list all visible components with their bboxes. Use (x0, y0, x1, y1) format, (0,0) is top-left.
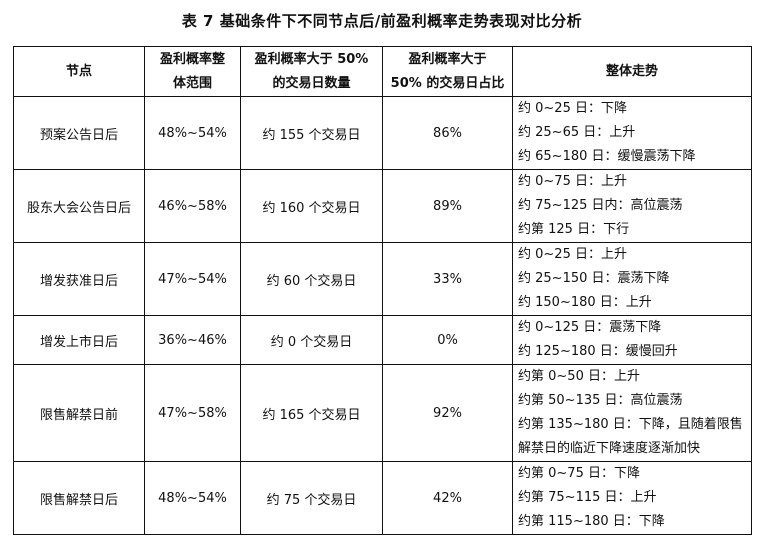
header-ratio: 盈利概率大于 50% 的交易日占比 (382, 46, 513, 97)
days-cell: 约 75 个交易日 (240, 461, 383, 535)
range-cell: 48%~54% (144, 461, 241, 535)
trend-line: 约 0~25 日：上升 (518, 247, 627, 262)
trend-line: 约第 135~180 日：下降，且随着限售解禁日的临近下降速度逐渐加快 (518, 417, 743, 456)
trend-cell: 约第 0~75 日：下降 约第 75~115 日：上升 约第 115~180 日… (512, 461, 752, 535)
trend-cell: 约第 0~50 日：上升 约第 50~135 日：高位震荡 约第 135~180… (512, 364, 752, 462)
table-row: 限售解禁日前 47%~58% 约 165 个交易日 92% 约第 0~50 日：… (13, 364, 752, 462)
range-cell: 47%~58% (144, 364, 241, 462)
trend-line: 约 0~75 日：上升 (518, 174, 627, 189)
range-cell: 48%~54% (144, 96, 241, 170)
table-row: 增发上市日后 36%~46% 约 0 个交易日 0% 约 0~125 日：震荡下… (13, 315, 752, 365)
trend-cell: 约 0~75 日：上升 约 75~125 日内：高位震荡 约第 125 日：下行 (512, 169, 752, 243)
trend-line: 约 0~25 日：下降 (518, 101, 627, 116)
days-cell: 约 165 个交易日 (240, 364, 383, 462)
ratio-cell: 86% (382, 96, 513, 170)
range-cell: 36%~46% (144, 315, 241, 365)
ratio-cell: 33% (382, 242, 513, 316)
ratio-cell: 0% (382, 315, 513, 365)
header-row: 节点 盈利概率整 体范围 盈利概率大于 50% 的交易日数量 盈利概率大于 50… (13, 46, 752, 97)
node-cell: 增发上市日后 (13, 315, 145, 365)
node-cell: 增发获准日后 (13, 242, 145, 316)
trend-cell: 约 0~25 日：上升 约 25~150 日：震荡下降 约 150~180 日：… (512, 242, 752, 316)
node-cell: 限售解禁日后 (13, 461, 145, 535)
trend-cell: 约 0~125 日：震荡下降 约 125~180 日：缓慢回升 (512, 315, 752, 365)
comparison-table: 节点 盈利概率整 体范围 盈利概率大于 50% 的交易日数量 盈利概率大于 50… (13, 46, 752, 535)
trend-line: 约第 75~115 日：上升 (518, 490, 657, 505)
days-cell: 约 160 个交易日 (240, 169, 383, 243)
trend-line: 约 25~150 日：震荡下降 (518, 271, 670, 286)
table-row: 增发获准日后 47%~54% 约 60 个交易日 33% 约 0~25 日：上升… (13, 242, 752, 316)
table-row: 限售解禁日后 48%~54% 约 75 个交易日 42% 约第 0~75 日：下… (13, 461, 752, 535)
ratio-cell: 89% (382, 169, 513, 243)
trend-line: 约第 0~50 日：上升 (518, 369, 640, 384)
trend-line: 约 25~65 日：上升 (518, 125, 636, 140)
days-cell: 约 155 个交易日 (240, 96, 383, 170)
header-days: 盈利概率大于 50% 的交易日数量 (240, 46, 383, 97)
trend-line: 约第 125 日：下行 (518, 222, 630, 237)
trend-line: 约第 50~135 日：高位震荡 (518, 393, 683, 408)
days-cell: 约 60 个交易日 (240, 242, 383, 316)
table-row: 预案公告日后 48%~54% 约 155 个交易日 86% 约 0~25 日：下… (13, 96, 752, 170)
trend-line: 约第 115~180 日：下降 (518, 514, 665, 529)
header-trend: 整体走势 (512, 46, 752, 97)
header-node: 节点 (13, 46, 145, 97)
ratio-cell: 92% (382, 364, 513, 462)
range-cell: 46%~58% (144, 169, 241, 243)
node-cell: 预案公告日后 (13, 96, 145, 170)
range-cell: 47%~54% (144, 242, 241, 316)
table-row: 股东大会公告日后 46%~58% 约 160 个交易日 89% 约 0~75 日… (13, 169, 752, 243)
table-title: 表 7 基础条件下不同节点后/前盈利概率走势表现对比分析 (181, 12, 583, 30)
trend-line: 约 150~180 日：上升 (518, 295, 652, 310)
header-range: 盈利概率整 体范围 (144, 46, 241, 97)
trend-line: 约 0~125 日：震荡下降 (518, 320, 662, 335)
trend-line: 约第 0~75 日：下降 (518, 466, 640, 481)
node-cell: 股东大会公告日后 (13, 169, 145, 243)
trend-line: 约 65~180 日：缓慢震荡下降 (518, 149, 696, 164)
days-cell: 约 0 个交易日 (240, 315, 383, 365)
trend-cell: 约 0~25 日：下降 约 25~65 日：上升 约 65~180 日：缓慢震荡… (512, 96, 752, 170)
trend-line: 约 75~125 日内：高位震荡 (518, 198, 683, 213)
node-cell: 限售解禁日前 (13, 364, 145, 462)
trend-line: 约 125~180 日：缓慢回升 (518, 344, 678, 359)
ratio-cell: 42% (382, 461, 513, 535)
